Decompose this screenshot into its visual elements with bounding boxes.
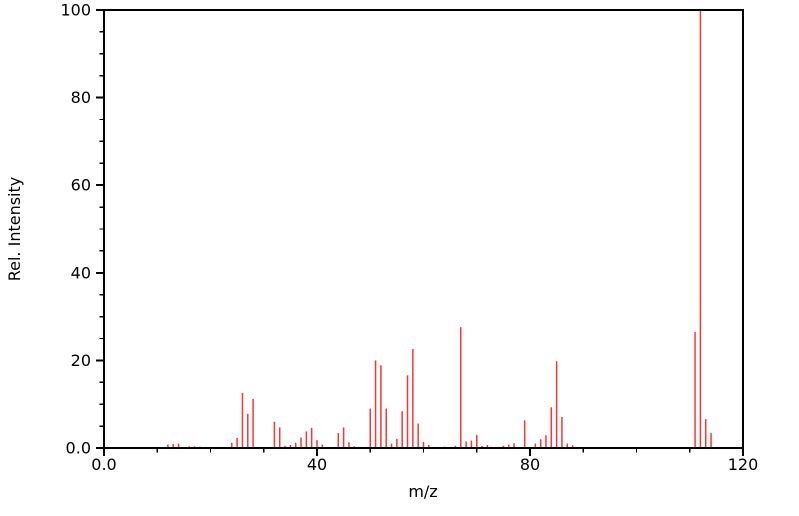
y-tick-label: 60 [71,176,91,195]
y-tick-label: 0.0 [66,439,91,458]
axes-box [103,9,744,449]
y-tick-label: 80 [71,88,91,107]
y-tick-label: 40 [71,263,91,282]
spectrum-peaks [167,10,712,447]
x-tick-label: 80 [520,455,540,474]
x-axis-tick-labels: 0.0 40 80 120 [91,455,758,474]
y-axis-ticks [96,9,104,449]
y-tick-label: 20 [71,351,91,370]
x-tick-label: 0.0 [91,455,116,474]
x-axis-label: m/z [408,482,437,501]
plot-border [103,9,744,449]
x-tick-label: 40 [307,455,327,474]
y-axis-tick-labels: 0.0 20 40 60 80 100 [60,1,91,458]
x-axis-ticks [103,448,744,456]
y-tick-label: 100 [60,1,91,20]
y-axis-label: Rel. Intensity [5,177,24,282]
x-tick-label: 120 [728,455,759,474]
